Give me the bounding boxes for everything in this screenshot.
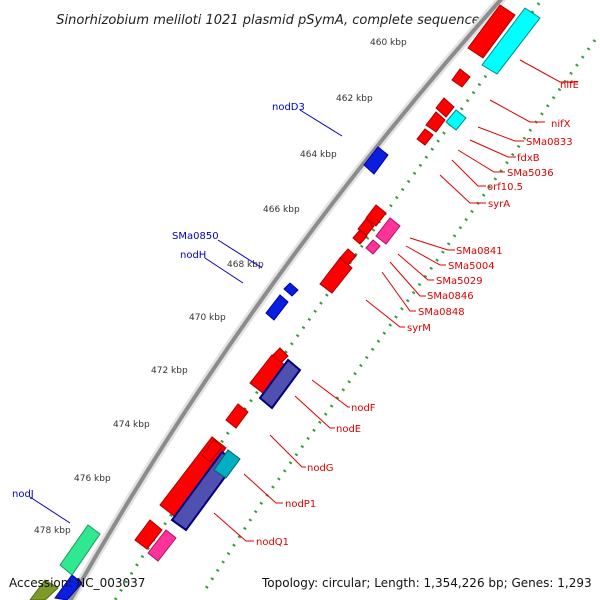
- gene-red-bottom[interactable]: [134, 519, 163, 550]
- gene-nodH[interactable]: [265, 294, 289, 321]
- backbone-circle: [68, 0, 504, 600]
- gene-label[interactable]: syrM: [407, 323, 431, 334]
- summary-text: Topology: circular; Length: 1,354,226 bp…: [261, 576, 592, 590]
- gene-SMa0841[interactable]: [375, 217, 401, 245]
- gene-label[interactable]: nodE: [336, 424, 361, 435]
- tick-label: 464 kbp: [300, 150, 337, 160]
- gene-orf10.5[interactable]: [416, 128, 434, 146]
- gene-nodE[interactable]: [258, 358, 302, 410]
- gene-olive-forward[interactable]: [29, 579, 59, 600]
- tick-label: 468 kbp: [227, 260, 264, 270]
- gene-nifE[interactable]: [481, 7, 541, 75]
- gene-syrA[interactable]: [365, 204, 387, 227]
- gene-label[interactable]: nodG: [307, 463, 334, 474]
- gene-SMa0846[interactable]: [365, 239, 381, 255]
- gene-pink-bottom[interactable]: [147, 529, 177, 562]
- forward-label-group: nodD3 SMa0850 nodH nodJ: [12, 102, 305, 500]
- tick-label: 478 kbp: [34, 526, 71, 536]
- tick-label: 474 kbp: [113, 420, 150, 430]
- gene-label[interactable]: SMa0848: [418, 307, 465, 318]
- gene-label[interactable]: syrA: [488, 199, 510, 210]
- tick-label: 472 kbp: [151, 366, 188, 376]
- gene-label[interactable]: SMa0833: [526, 137, 573, 148]
- gene-label[interactable]: nodH: [180, 250, 206, 261]
- gene-syrM[interactable]: [319, 257, 353, 294]
- gene-fdxB[interactable]: [445, 109, 467, 131]
- gene-label[interactable]: SMa5004: [448, 261, 495, 272]
- gene-label[interactable]: nodD3: [272, 102, 305, 113]
- map-title: Sinorhizobium meliloti 1021 plasmid pSym…: [56, 13, 479, 28]
- gene-nodJ[interactable]: [54, 574, 83, 600]
- gene-label[interactable]: nodP1: [285, 499, 316, 510]
- gene-nifX[interactable]: [451, 68, 471, 88]
- tick-label: 466 kbp: [263, 205, 300, 215]
- gene-label[interactable]: SMa5029: [436, 276, 483, 287]
- gene-label[interactable]: SMa0846: [427, 291, 474, 302]
- tick-label: 460 kbp: [370, 38, 407, 48]
- gene-label[interactable]: nodF: [351, 403, 376, 414]
- tick-label: 470 kbp: [189, 313, 226, 323]
- forward-leader-lines: [29, 109, 343, 524]
- tick-label: 462 kbp: [336, 94, 373, 104]
- tick-labels: 460 kbp 462 kbp 464 kbp 466 kbp 468 kbp …: [34, 38, 407, 536]
- gene-nodD3[interactable]: [363, 146, 389, 175]
- gene-nodP1-small[interactable]: [201, 439, 223, 463]
- gene-teal-forward[interactable]: [59, 524, 101, 576]
- gene-SMa5029[interactable]: [352, 229, 368, 245]
- gene-label[interactable]: orf10.5: [487, 182, 523, 193]
- forward-genes: [54, 146, 389, 600]
- inner-dotted-track: [203, 39, 597, 591]
- gene-SMa5036[interactable]: [425, 111, 446, 133]
- accession-text: Accession: NC_003037: [9, 576, 145, 590]
- gene-label[interactable]: SMa5036: [507, 168, 554, 179]
- gene-label[interactable]: nifE: [560, 80, 579, 91]
- tick-label: 476 kbp: [74, 474, 111, 484]
- reverse-leader-lines: [213, 59, 578, 542]
- gene-label[interactable]: SMa0850: [172, 231, 219, 242]
- gene-label[interactable]: nodJ: [12, 489, 34, 500]
- gene-label[interactable]: SMa0841: [456, 246, 503, 257]
- gene-label[interactable]: fdxB: [517, 153, 540, 164]
- gene-red-top[interactable]: [467, 4, 516, 59]
- reverse-label-group: nifE nifX SMa0833 fdxB SMa5036 orf10.5 s…: [256, 80, 579, 548]
- gene-nodQ1-cyan[interactable]: [213, 449, 241, 479]
- gene-SMa0850[interactable]: [283, 282, 299, 297]
- gene-SMa0833[interactable]: [435, 97, 455, 118]
- gene-nodG[interactable]: [225, 403, 249, 429]
- outer-dotted-track: [113, 0, 544, 600]
- gene-label[interactable]: nodQ1: [256, 537, 289, 548]
- gene-label[interactable]: nifX: [551, 119, 571, 130]
- reverse-genes: [134, 4, 541, 562]
